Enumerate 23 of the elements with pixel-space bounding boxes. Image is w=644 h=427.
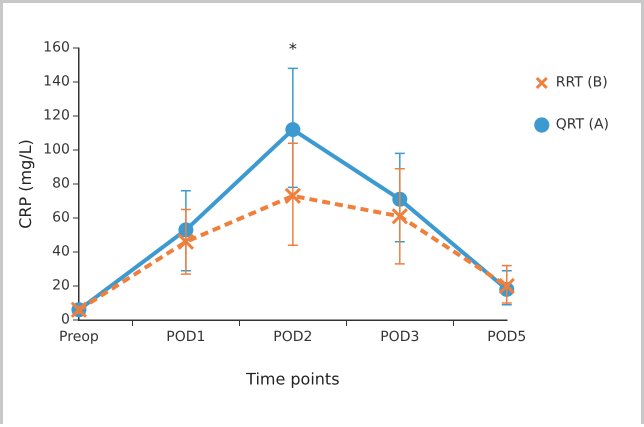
x-tick-label: Preop bbox=[59, 329, 99, 346]
y-tick-label: 40 bbox=[52, 244, 70, 260]
point bbox=[177, 233, 194, 250]
x-tick-label: POD2 bbox=[273, 329, 312, 346]
legend-label: QRT (A) bbox=[556, 116, 610, 133]
y-tick-label: 160 bbox=[43, 40, 70, 56]
x-axis-title: Time points bbox=[245, 370, 340, 389]
annotation: * bbox=[288, 40, 297, 59]
y-tick-label: 120 bbox=[43, 108, 70, 124]
y-tick-label: 60 bbox=[52, 210, 70, 226]
point bbox=[284, 187, 302, 204]
y-tick-label: 100 bbox=[43, 142, 70, 158]
point bbox=[391, 208, 408, 225]
y-tick-label: 80 bbox=[52, 176, 70, 192]
x-tick-label: POD5 bbox=[487, 329, 526, 346]
y-axis-title: CRP (mg/L) bbox=[16, 139, 35, 229]
x-tick-label: POD1 bbox=[166, 329, 206, 346]
x-tick-label: POD3 bbox=[380, 329, 420, 346]
y-tick-label: 140 bbox=[43, 74, 70, 90]
point bbox=[498, 277, 516, 295]
y-tick-label: 20 bbox=[52, 278, 70, 294]
y-tick-label: 0 bbox=[61, 312, 70, 328]
legend-label: RRT (B) bbox=[556, 74, 608, 91]
